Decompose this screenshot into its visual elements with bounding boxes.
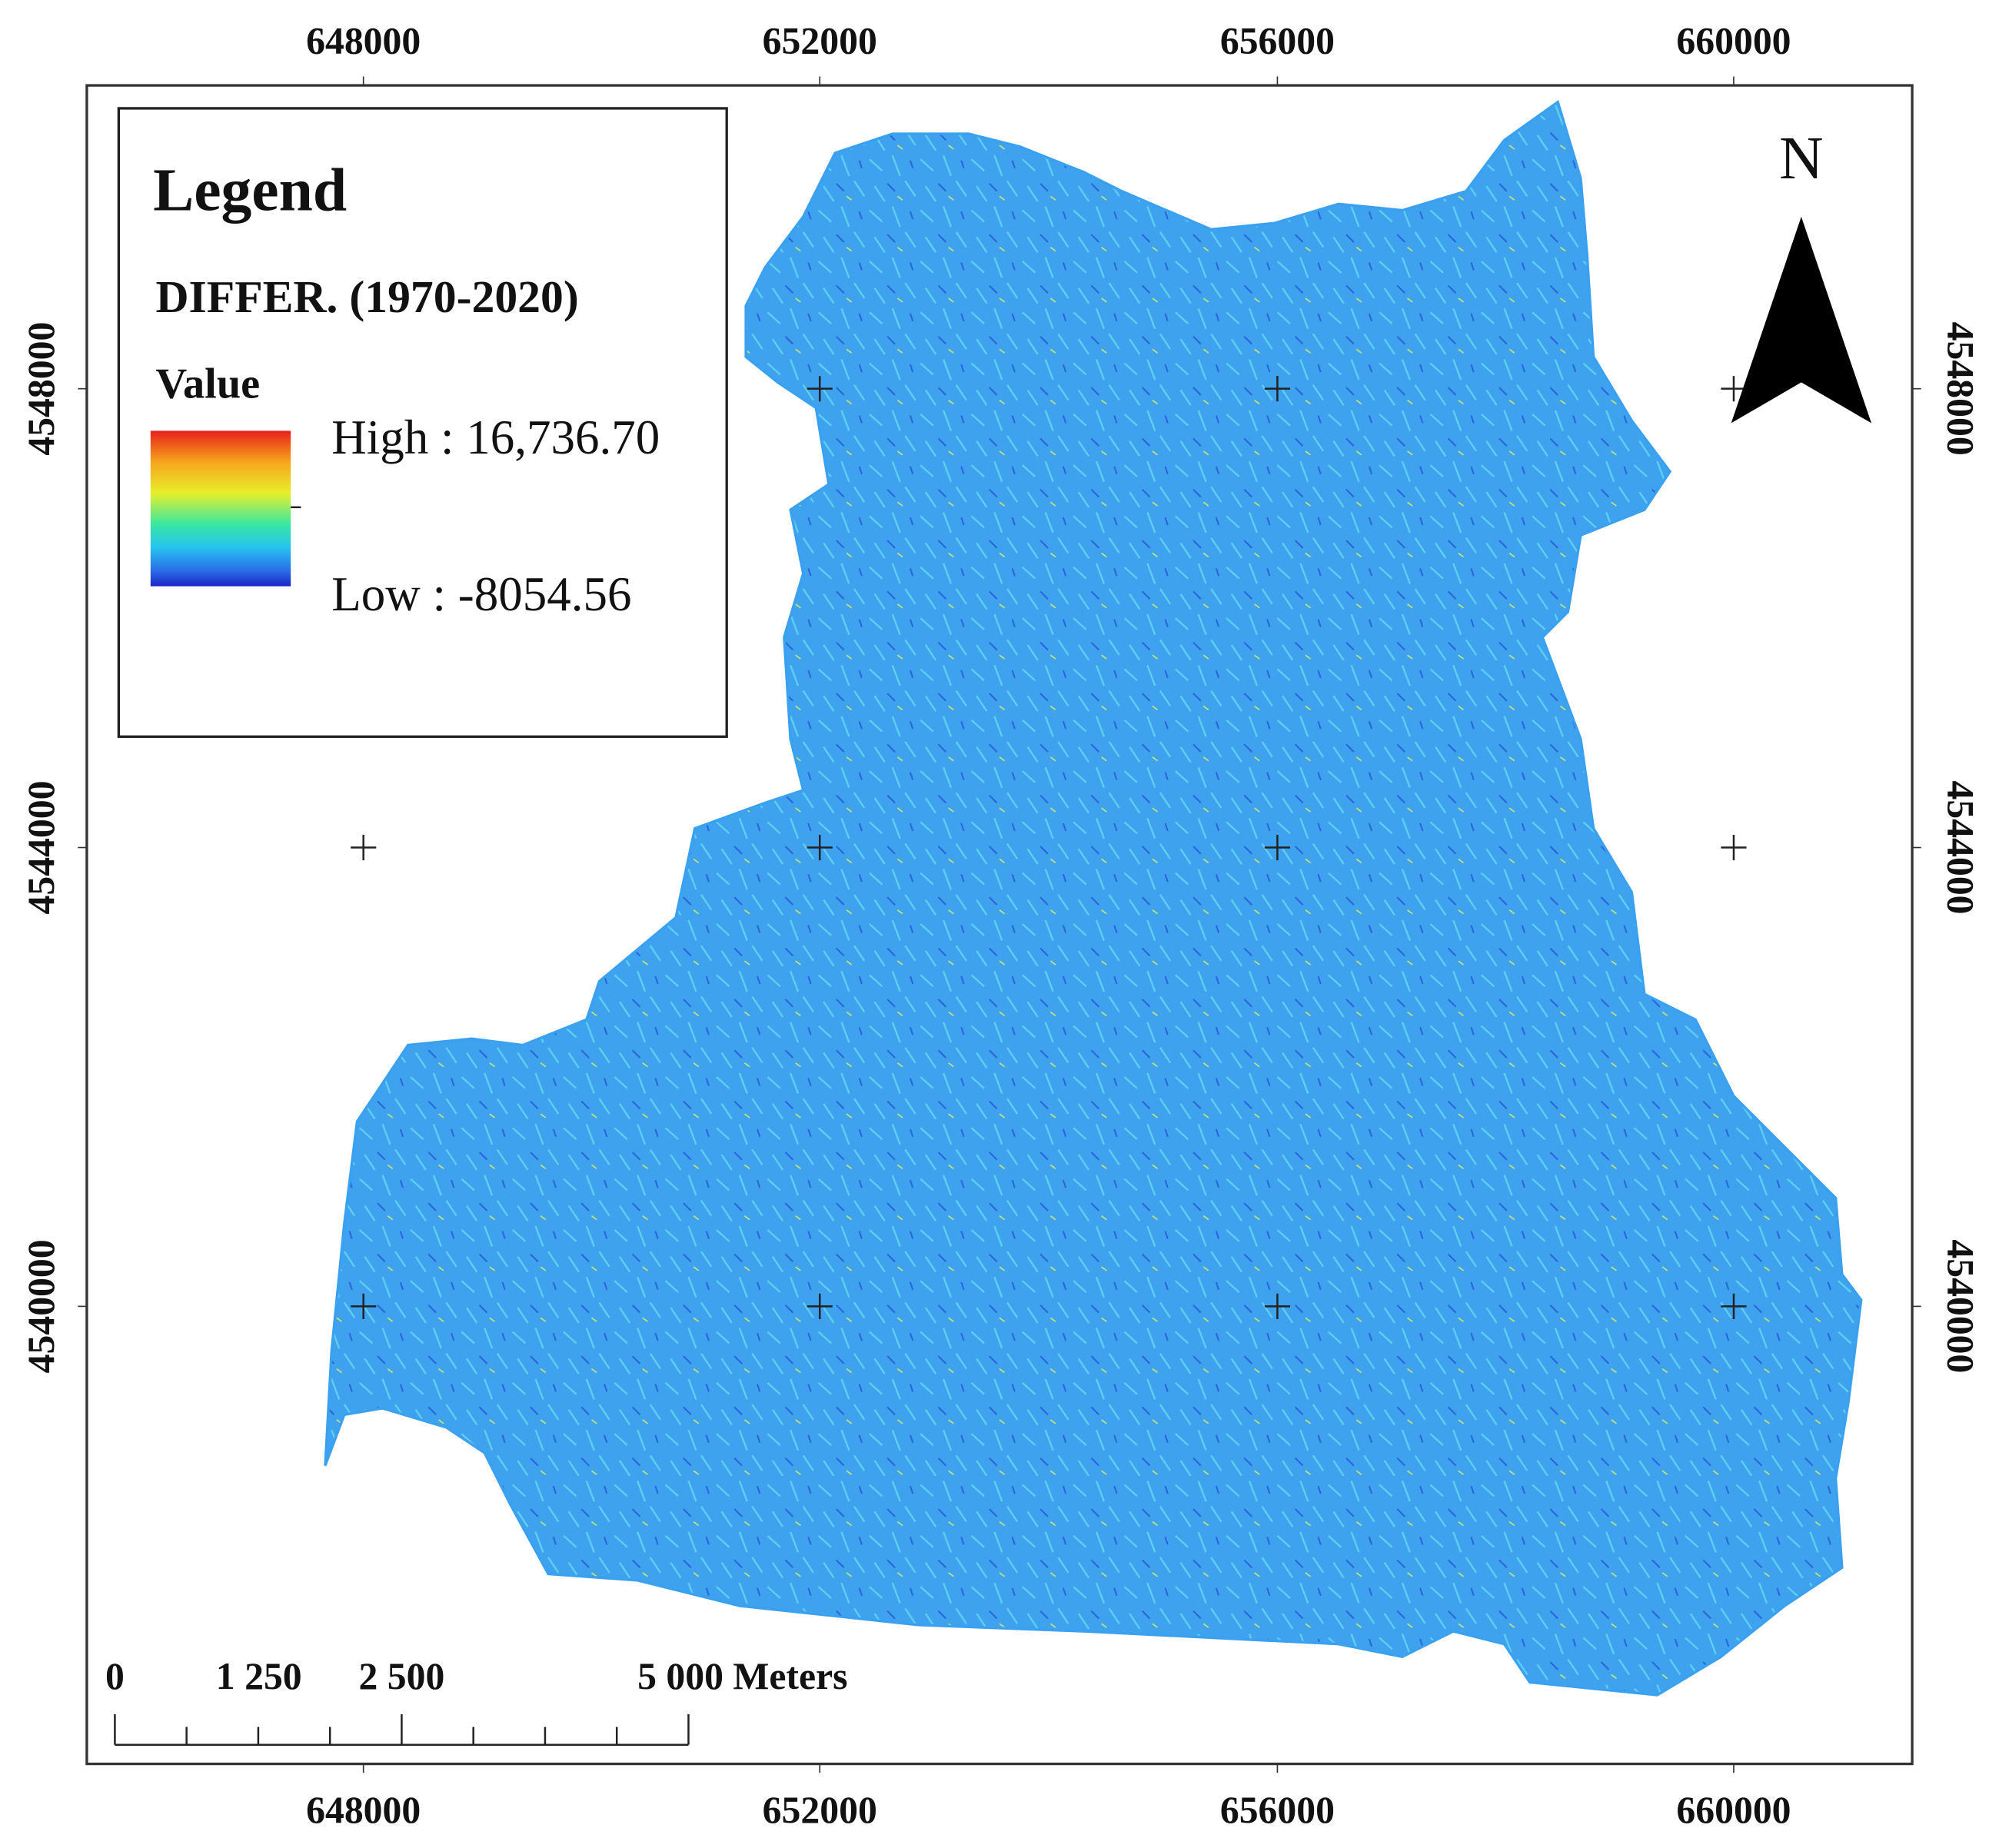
- x-coord-bottom: 648000: [306, 1789, 421, 1831]
- x-coord-bottom: 656000: [1220, 1789, 1335, 1831]
- graticule-cross: [807, 834, 833, 861]
- scale-label: 1 250: [216, 1655, 302, 1697]
- legend-layer: DIFFER. (1970-2020): [155, 271, 578, 322]
- y-coord-right: 4544000: [1940, 781, 1982, 915]
- graticule-cross: [807, 376, 833, 402]
- x-coord-top: 656000: [1220, 20, 1335, 62]
- legend: Legend DIFFER. (1970-2020) Value High : …: [117, 107, 728, 738]
- y-coord-left: 4548000: [20, 322, 62, 456]
- legend-title: Legend: [153, 157, 347, 224]
- graticule-cross: [807, 1293, 833, 1319]
- x-coord-bottom: 660000: [1676, 1789, 1791, 1831]
- scale-label: 0: [105, 1655, 125, 1697]
- scale-bar: 0 1 250 2 500 5 000 Meters: [105, 1655, 847, 1746]
- scale-label: 2 500: [358, 1655, 444, 1697]
- legend-box: [117, 107, 728, 738]
- scale-label: 5 000 Meters: [637, 1655, 847, 1697]
- north-arrow-shape: [1731, 216, 1872, 424]
- graticule-cross: [1264, 376, 1291, 402]
- color-ramp: [150, 430, 291, 587]
- graticule-cross: [1264, 834, 1291, 861]
- y-coord-right: 4548000: [1940, 322, 1982, 456]
- y-coord-right: 4540000: [1940, 1239, 1982, 1373]
- graticule-cross: [1721, 376, 1747, 402]
- graticule: [351, 376, 1747, 1319]
- legend-field: Value: [155, 360, 260, 407]
- graticule-cross: [1721, 1293, 1747, 1319]
- study-area: [324, 99, 1863, 1697]
- coordinate-labels: 648000 652000 656000 660000 648000 652000 6560…: [20, 20, 1982, 1831]
- x-coord-bottom: 652000: [763, 1789, 877, 1831]
- north-arrow: N: [1731, 125, 1872, 424]
- graticule-cross: [1721, 834, 1747, 861]
- north-label: N: [1779, 125, 1823, 192]
- legend-low: Low : -8054.56: [331, 567, 631, 621]
- x-coord-top: 652000: [763, 20, 877, 62]
- graticule-cross: [351, 1293, 377, 1319]
- x-coord-top: 648000: [306, 20, 421, 62]
- graticule-cross: [351, 834, 377, 861]
- y-coord-left: 4540000: [20, 1239, 62, 1373]
- y-coord-left: 4544000: [20, 781, 62, 915]
- legend-high: High : 16,736.70: [331, 410, 660, 464]
- graticule-cross: [1264, 1293, 1291, 1319]
- x-coord-top: 660000: [1676, 20, 1791, 62]
